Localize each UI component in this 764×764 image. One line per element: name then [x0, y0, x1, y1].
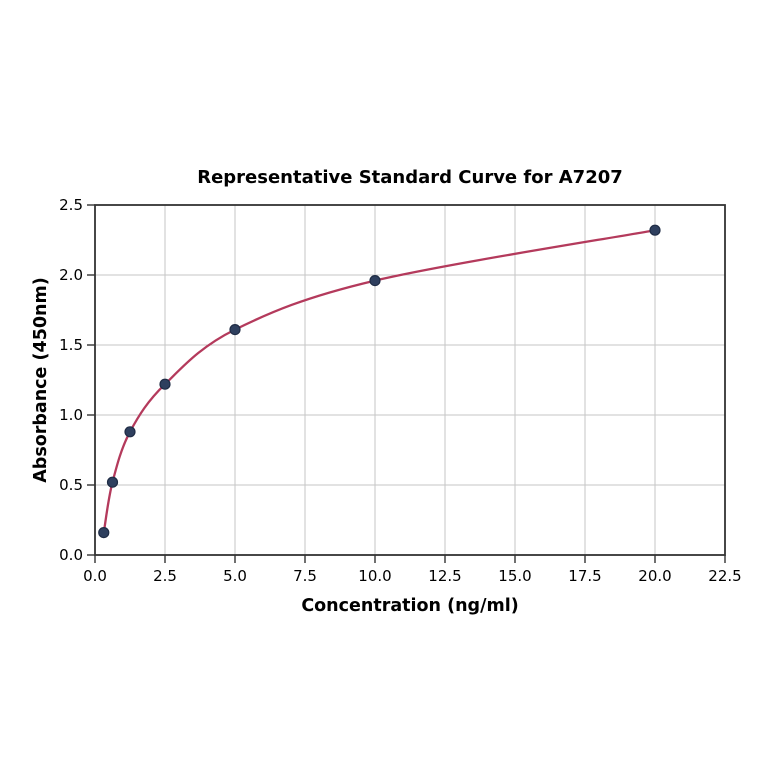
data-point-marker: [106, 476, 119, 488]
grid-lines: [94, 204, 726, 556]
x-tick-label: 20.0: [638, 567, 671, 585]
y-tick-label: 1.5: [59, 336, 83, 354]
chart-title: Representative Standard Curve for A7207: [197, 167, 623, 188]
y-tick-label: 0.0: [59, 546, 83, 564]
x-tick-label: 10.0: [358, 567, 391, 585]
x-tick-label: 5.0: [223, 567, 247, 585]
x-tick-label: 0.0: [83, 567, 107, 585]
y-tick-label: 0.5: [59, 476, 83, 494]
x-tick-label: 12.5: [428, 567, 461, 585]
x-tick-label: 15.0: [498, 567, 531, 585]
data-point-marker: [229, 324, 241, 336]
axis-tick-marks: [87, 204, 726, 563]
y-tick-label: 2.5: [59, 196, 83, 214]
x-tick-label: 22.5: [708, 567, 741, 585]
y-tick-label: 2.0: [59, 266, 83, 284]
plot-border: [94, 204, 726, 556]
data-point-marker: [124, 426, 136, 438]
data-point-marker: [649, 224, 661, 236]
x-axis-label: Concentration (ng/ml): [301, 596, 518, 616]
data-point-marker: [369, 275, 381, 287]
fit-curve-line: [102, 229, 656, 533]
data-point-marker: [98, 526, 110, 539]
y-tick-label: 1.0: [59, 406, 83, 424]
y-axis-label: Absorbance (450nm): [31, 277, 51, 483]
x-tick-label: 7.5: [293, 567, 317, 585]
x-tick-label: 17.5: [568, 567, 601, 585]
data-point-marker: [159, 378, 171, 390]
x-tick-label: 2.5: [153, 567, 177, 585]
data-points: [98, 224, 661, 539]
axis-tick-labels: 0.0 2.5 5.0 7.5 10.0 12.5 15.0 17.5 20.0 22.5 0.0 0…: [59, 196, 742, 585]
